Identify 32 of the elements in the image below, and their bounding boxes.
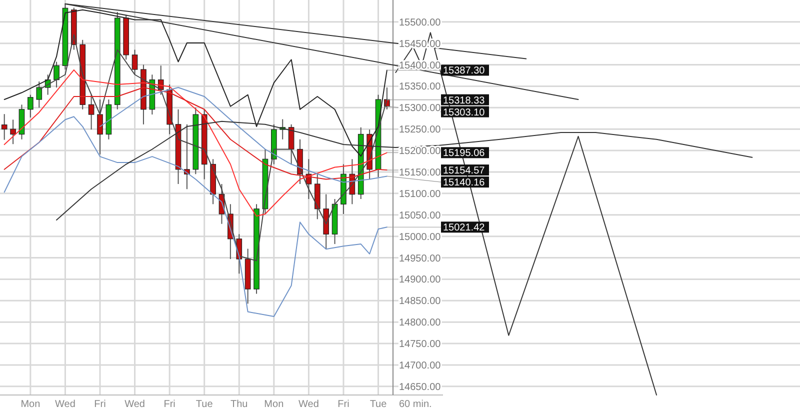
data-label: 15140.16 (443, 178, 486, 189)
x-tick-label: Wed (298, 399, 319, 410)
y-tick-label: 14700.00 (399, 360, 442, 372)
y-tick-label: 15050.00 (399, 210, 442, 222)
y-tick-label: 14750.00 (399, 339, 442, 350)
y-tick-label: 14950.00 (399, 253, 442, 264)
data-label: 15318.33 (443, 95, 486, 106)
x-tick-label: Tue (196, 399, 214, 410)
data-label: 15195.06 (443, 148, 486, 160)
y-tick-label: 15100.00 (399, 188, 442, 200)
y-tick-label: 14900.00 (399, 274, 442, 286)
x-tick-label: Fri (164, 399, 176, 410)
y-tick-label: 15250.00 (399, 124, 442, 136)
x-tick-label: Fri (338, 399, 350, 410)
data-label: 15021.42 (443, 222, 486, 234)
y-tick-label: 15500.00 (399, 17, 442, 28)
data-label: 15387.30 (443, 66, 486, 77)
text: 15303.10 (443, 107, 485, 118)
y-tick-label: 14850.00 (399, 296, 442, 308)
x-tick-label: Mon (264, 399, 284, 410)
x-tick-label: Wed (55, 399, 76, 410)
x-tick-label: Tue (370, 399, 388, 410)
y-tick-label: 14800.00 (399, 318, 442, 329)
data-label: 15154.57 (443, 166, 486, 177)
x-tick-label: Wed (124, 399, 145, 410)
x-tick-label: Thu (230, 399, 248, 410)
x-tick-label: Fri (94, 399, 106, 410)
x-axis-title: 60 min. (399, 399, 432, 410)
x-tick-label: Mon (20, 399, 40, 410)
y-tick-label: 14650.00 (399, 382, 442, 393)
y-tick-label: 15000.00 (399, 232, 442, 243)
y-tick-label: 15350.00 (399, 82, 442, 93)
